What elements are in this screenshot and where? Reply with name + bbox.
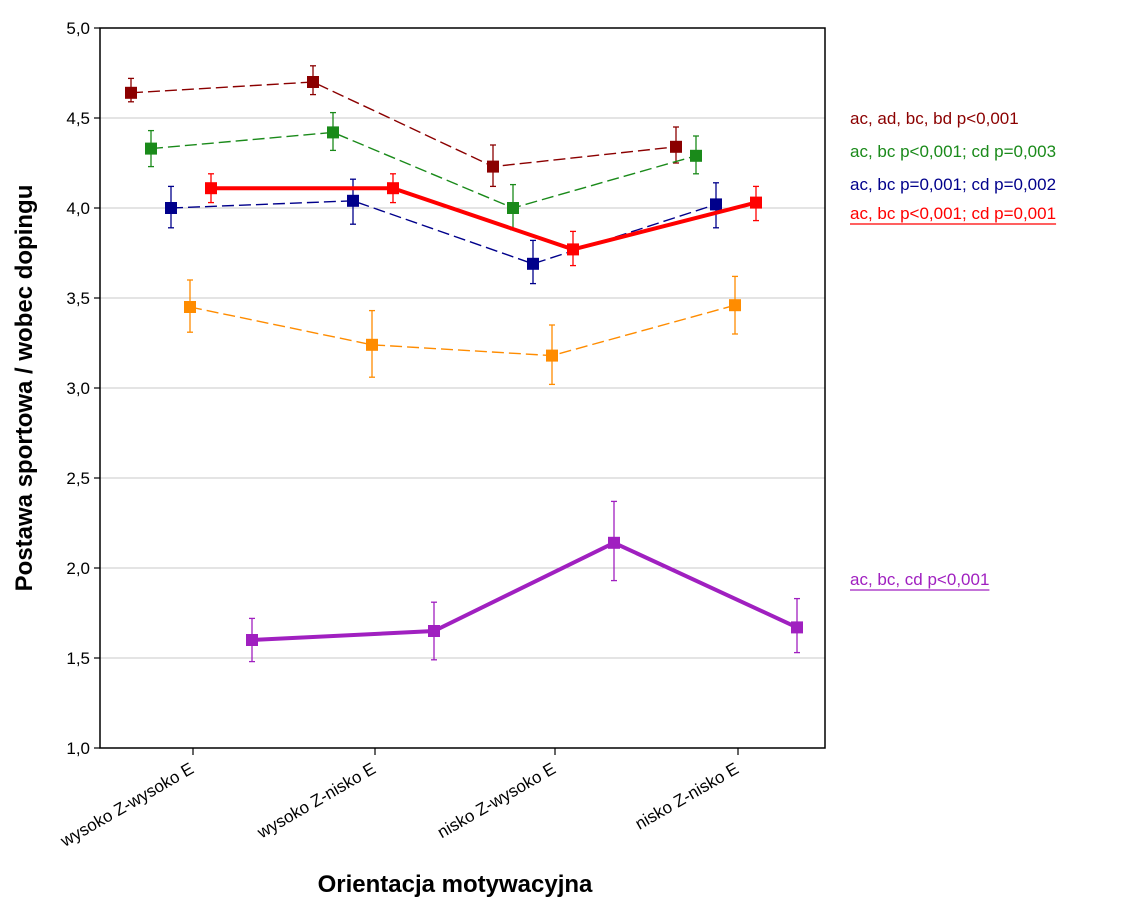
data-point	[125, 86, 137, 99]
y-tick-label: 3,0	[66, 379, 90, 398]
series-line	[170, 200, 717, 265]
data-point	[791, 621, 803, 634]
data-point	[347, 194, 359, 207]
data-point	[327, 126, 339, 139]
data-point	[670, 140, 682, 153]
series-2	[145, 111, 702, 231]
x-tick-label: wysoko Z-wysoko E	[57, 759, 197, 851]
series-4	[205, 173, 762, 267]
x-axis-title: Orientacja motywacyjna	[318, 871, 593, 898]
data-point	[750, 196, 762, 209]
series-group	[125, 65, 803, 663]
series-line	[251, 540, 798, 642]
data-point	[246, 634, 258, 646]
data-point	[729, 299, 741, 312]
series-line	[211, 186, 757, 252]
series-6	[246, 500, 803, 663]
data-point	[366, 338, 378, 351]
y-tick-label: 1,5	[66, 649, 90, 668]
significance-note: ac, bc p=0,001; cd p=0,002	[850, 175, 1056, 194]
data-point	[710, 198, 722, 211]
data-point	[690, 149, 702, 162]
series-3	[165, 178, 722, 285]
series-1	[125, 65, 682, 188]
y-tick-label: 4,5	[66, 109, 90, 128]
significance-annotations: ac, ad, bc, bd p<0,001 ac, bc p<0,001; cd…	[850, 109, 1057, 591]
y-tick-label: 5,0	[66, 19, 90, 38]
significance-note: ac, bc p<0,001; cd p=0,003	[850, 142, 1056, 161]
data-point	[428, 625, 440, 637]
data-point	[145, 142, 157, 155]
y-tick-label: 3,5	[66, 289, 90, 308]
y-tick-label: 1,0	[66, 739, 90, 758]
data-point	[307, 76, 319, 88]
data-point	[527, 257, 539, 270]
gridlines	[100, 117, 825, 659]
x-tick-label: nisko Z-wysoko E	[434, 759, 559, 842]
significance-note: ac, ad, bc, bd p<0,001	[850, 109, 1019, 128]
data-point	[165, 202, 177, 214]
data-point	[487, 160, 499, 173]
y-axis-ticks: 1,0 1,5 2,0 2,5 3,0 3,5 4,0 4,5 5,0	[66, 19, 100, 758]
data-point	[546, 349, 558, 362]
significance-note: ac, bc p<0,001; cd p=0,001	[850, 204, 1056, 223]
x-axis-ticks: wysoko Z-wysoko E wysoko Z-nisko E nisko Z…	[57, 748, 742, 851]
data-point	[184, 301, 196, 313]
y-tick-label: 4,0	[66, 199, 90, 218]
series-line	[150, 131, 697, 209]
y-tick-label: 2,5	[66, 469, 90, 488]
x-tick-label: nisko Z-nisko E	[632, 759, 742, 834]
series-line	[130, 81, 677, 168]
data-point	[507, 202, 519, 214]
data-point	[387, 182, 399, 195]
significance-note: ac, bc, cd p<0,001	[850, 570, 989, 589]
series-line	[189, 304, 736, 357]
y-axis-title: Postawa sportowa / wobec dopingu	[11, 185, 38, 592]
data-point	[567, 243, 579, 256]
y-tick-label: 2,0	[66, 559, 90, 578]
data-point	[205, 182, 217, 195]
data-point	[608, 536, 620, 549]
series-5	[184, 275, 741, 386]
x-tick-label: wysoko Z-nisko E	[253, 759, 379, 843]
